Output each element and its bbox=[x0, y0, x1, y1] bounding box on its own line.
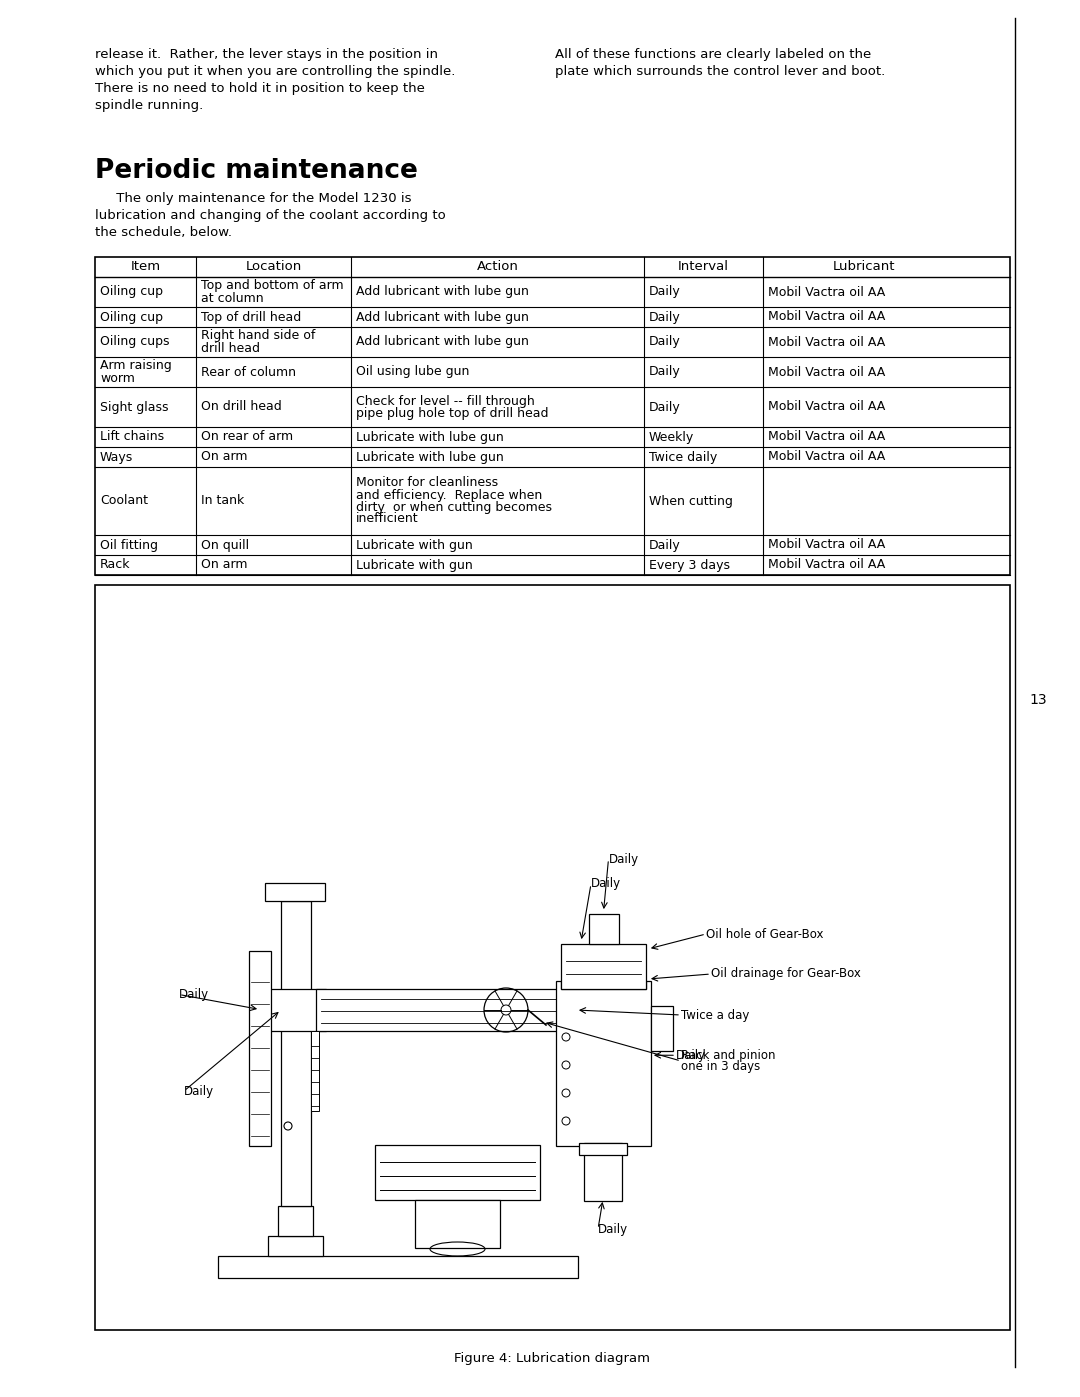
Text: Sight glass: Sight glass bbox=[100, 401, 168, 414]
Text: On arm: On arm bbox=[201, 559, 247, 571]
Bar bbox=[311, 1031, 319, 1111]
Text: Lubricate with gun: Lubricate with gun bbox=[356, 559, 473, 571]
Text: Top and bottom of arm: Top and bottom of arm bbox=[201, 279, 343, 292]
Bar bbox=[218, 1256, 578, 1278]
Bar bbox=[249, 951, 271, 1146]
Text: Periodic maintenance: Periodic maintenance bbox=[95, 158, 418, 184]
Text: Oiling cups: Oiling cups bbox=[100, 335, 170, 348]
Text: Daily: Daily bbox=[649, 401, 680, 414]
Text: In tank: In tank bbox=[201, 495, 244, 507]
Text: Mobil Vactra oil AA: Mobil Vactra oil AA bbox=[768, 366, 886, 379]
Text: Mobil Vactra oil AA: Mobil Vactra oil AA bbox=[768, 559, 886, 571]
Text: Mobil Vactra oil AA: Mobil Vactra oil AA bbox=[768, 430, 886, 443]
Text: Check for level -- fill through: Check for level -- fill through bbox=[356, 394, 535, 408]
Text: Lubricate with lube gun: Lubricate with lube gun bbox=[356, 430, 504, 443]
Text: All of these functions are clearly labeled on the
plate which surrounds the cont: All of these functions are clearly label… bbox=[555, 47, 886, 78]
Bar bbox=[268, 1236, 323, 1256]
Text: Oil fitting: Oil fitting bbox=[100, 538, 158, 552]
Bar bbox=[589, 914, 619, 944]
Text: Oiling cup: Oiling cup bbox=[100, 310, 163, 324]
Bar bbox=[278, 1206, 313, 1236]
Bar bbox=[561, 944, 646, 989]
Text: Mobil Vactra oil AA: Mobil Vactra oil AA bbox=[768, 335, 886, 348]
Text: dirty  or when cutting becomes: dirty or when cutting becomes bbox=[356, 500, 552, 514]
Bar bbox=[375, 1146, 540, 1200]
Text: Arm raising: Arm raising bbox=[100, 359, 172, 373]
Text: Lubricate with lube gun: Lubricate with lube gun bbox=[356, 450, 504, 464]
Text: Figure 4: Lubrication diagram: Figure 4: Lubrication diagram bbox=[455, 1352, 650, 1365]
Text: Oil hole of Gear-Box: Oil hole of Gear-Box bbox=[706, 928, 824, 940]
Bar bbox=[556, 981, 651, 1146]
Text: Monitor for cleanliness: Monitor for cleanliness bbox=[356, 476, 498, 489]
Text: Mobil Vactra oil AA: Mobil Vactra oil AA bbox=[768, 538, 886, 552]
Text: Daily: Daily bbox=[591, 877, 621, 890]
Text: worm: worm bbox=[100, 372, 135, 384]
Text: Action: Action bbox=[476, 260, 518, 274]
Text: Mobil Vactra oil AA: Mobil Vactra oil AA bbox=[768, 401, 886, 414]
Text: pipe plug hole top of drill head: pipe plug hole top of drill head bbox=[356, 407, 549, 419]
Text: Oil drainage for Gear-Box: Oil drainage for Gear-Box bbox=[711, 968, 861, 981]
Text: Item: Item bbox=[131, 260, 161, 274]
Text: Add lubricant with lube gun: Add lubricant with lube gun bbox=[356, 310, 529, 324]
Bar bbox=[579, 1143, 627, 1155]
Text: Every 3 days: Every 3 days bbox=[649, 559, 730, 571]
Text: Mobil Vactra oil AA: Mobil Vactra oil AA bbox=[768, 285, 886, 299]
Text: Daily: Daily bbox=[179, 988, 210, 1002]
Text: Daily: Daily bbox=[649, 366, 680, 379]
Text: Add lubricant with lube gun: Add lubricant with lube gun bbox=[356, 335, 529, 348]
Text: Add lubricant with lube gun: Add lubricant with lube gun bbox=[356, 285, 529, 299]
Bar bbox=[316, 989, 571, 1031]
Text: Weekly: Weekly bbox=[649, 430, 694, 443]
Bar bbox=[415, 1200, 500, 1248]
Text: Lubricant: Lubricant bbox=[833, 260, 895, 274]
Bar bbox=[95, 585, 1010, 1330]
Text: Oiling cup: Oiling cup bbox=[100, 285, 163, 299]
Text: Daily: Daily bbox=[649, 538, 680, 552]
Text: Twice daily: Twice daily bbox=[649, 450, 717, 464]
Text: Interval: Interval bbox=[678, 260, 729, 274]
Text: at column: at column bbox=[201, 292, 264, 305]
Bar bbox=[584, 1143, 622, 1201]
Text: release it.  Rather, the lever stays in the position in
which you put it when yo: release it. Rather, the lever stays in t… bbox=[95, 47, 456, 112]
Text: inefficient: inefficient bbox=[356, 513, 419, 525]
Text: Daily: Daily bbox=[649, 285, 680, 299]
Bar bbox=[651, 1006, 673, 1051]
Text: On arm: On arm bbox=[201, 450, 247, 464]
Text: Daily: Daily bbox=[649, 335, 680, 348]
Text: 13: 13 bbox=[1029, 693, 1047, 707]
Text: Oil using lube gun: Oil using lube gun bbox=[356, 366, 470, 379]
Text: Lift chains: Lift chains bbox=[100, 430, 164, 443]
Bar bbox=[281, 901, 311, 1206]
Text: Twice a day: Twice a day bbox=[681, 1009, 750, 1021]
Text: and efficiency.  Replace when: and efficiency. Replace when bbox=[356, 489, 542, 502]
Bar bbox=[257, 989, 326, 1031]
Bar bbox=[95, 257, 1010, 576]
Text: Daily: Daily bbox=[649, 310, 680, 324]
Text: On rear of arm: On rear of arm bbox=[201, 430, 293, 443]
Text: Ways: Ways bbox=[100, 450, 133, 464]
Text: Lubricate with gun: Lubricate with gun bbox=[356, 538, 473, 552]
Text: Daily: Daily bbox=[608, 852, 638, 866]
Text: drill head: drill head bbox=[201, 341, 259, 355]
Bar bbox=[561, 981, 646, 989]
Text: Mobil Vactra oil AA: Mobil Vactra oil AA bbox=[768, 310, 886, 324]
Bar bbox=[265, 883, 325, 901]
Text: Rack and pinion: Rack and pinion bbox=[681, 1049, 775, 1062]
Text: one in 3 days: one in 3 days bbox=[681, 1060, 760, 1073]
Text: Right hand side of: Right hand side of bbox=[201, 330, 315, 342]
Text: Rear of column: Rear of column bbox=[201, 366, 296, 379]
Text: Rack: Rack bbox=[100, 559, 131, 571]
Text: On quill: On quill bbox=[201, 538, 248, 552]
Text: When cutting: When cutting bbox=[649, 495, 733, 507]
Text: Daily: Daily bbox=[676, 1049, 706, 1062]
Text: Coolant: Coolant bbox=[100, 495, 148, 507]
Text: The only maintenance for the Model 1230 is
lubrication and changing of the coola: The only maintenance for the Model 1230 … bbox=[95, 191, 446, 239]
Text: Daily: Daily bbox=[598, 1222, 629, 1235]
Text: Mobil Vactra oil AA: Mobil Vactra oil AA bbox=[768, 450, 886, 464]
Text: Top of drill head: Top of drill head bbox=[201, 310, 301, 324]
Text: On drill head: On drill head bbox=[201, 401, 282, 414]
Text: Location: Location bbox=[245, 260, 301, 274]
Text: Daily: Daily bbox=[184, 1084, 214, 1098]
